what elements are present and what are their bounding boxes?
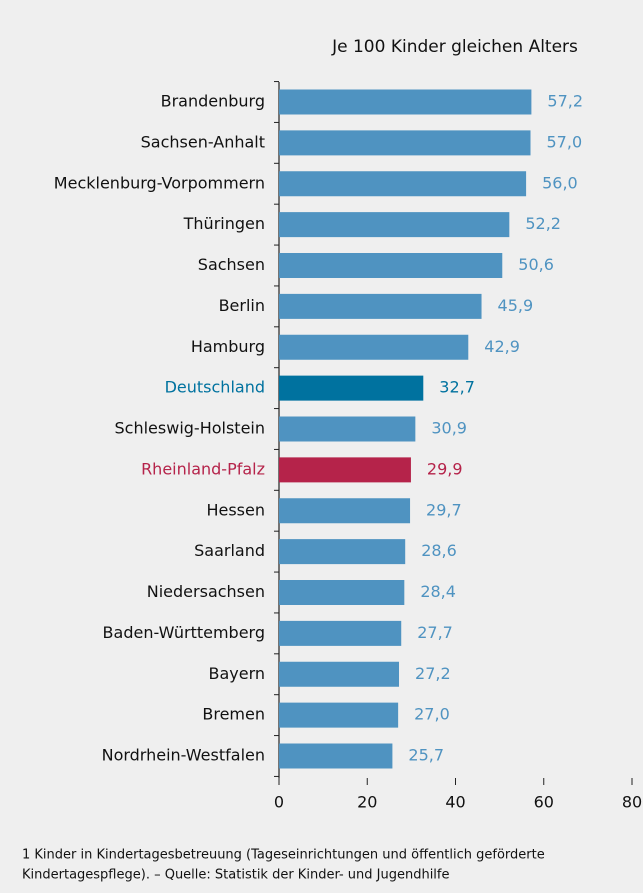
footnote: 1 Kinder in Kindertagesbetreuung (Tagese… — [22, 848, 545, 863]
value-label: 25,7 — [408, 746, 444, 765]
value-label: 57,2 — [547, 92, 583, 111]
bar — [279, 171, 527, 197]
value-label: 32,7 — [439, 378, 475, 397]
y-tick-label: Nordrhein-Westfalen — [102, 746, 265, 765]
x-tick-label: 60 — [534, 793, 554, 812]
bar — [279, 498, 411, 524]
value-label: 29,7 — [426, 500, 462, 519]
value-label: 50,6 — [518, 255, 554, 274]
bar — [279, 89, 532, 115]
y-tick-label: Hessen — [206, 500, 265, 519]
bar — [279, 212, 510, 238]
bar — [279, 743, 393, 769]
value-label: 45,9 — [498, 296, 534, 315]
y-tick-label: Sachsen-Anhalt — [141, 132, 265, 151]
value-label: 29,9 — [427, 459, 463, 478]
value-label: 27,0 — [414, 705, 450, 724]
x-tick-label: 80 — [622, 793, 642, 812]
y-tick-label: Hamburg — [191, 337, 265, 356]
value-label: 57,0 — [547, 132, 583, 151]
bar — [279, 253, 503, 278]
y-tick-label: Berlin — [219, 296, 265, 315]
y-tick-label: Bremen — [202, 705, 265, 724]
y-tick-label: Baden-Württemberg — [103, 623, 265, 642]
value-label: 56,0 — [542, 173, 578, 192]
value-label: 27,7 — [417, 623, 453, 642]
y-tick-label: Schleswig-Holstein — [115, 419, 265, 438]
value-label: 52,2 — [525, 214, 561, 233]
bar — [279, 539, 406, 565]
footnote: Kindertagespflege). – Quelle: Statistik … — [22, 868, 450, 883]
y-tick-label: Bayern — [208, 664, 265, 683]
y-tick-label: Thüringen — [183, 214, 265, 233]
y-tick-label: Brandenburg — [161, 92, 265, 111]
y-tick-label: Sachsen — [198, 255, 265, 274]
bar — [279, 702, 399, 728]
y-tick-label: Saarland — [194, 541, 265, 560]
value-label: 27,2 — [415, 664, 451, 683]
value-label: 28,4 — [420, 582, 456, 601]
bar — [279, 580, 405, 605]
bar — [279, 620, 402, 646]
value-label: 30,9 — [431, 419, 467, 438]
x-tick-label: 20 — [357, 793, 377, 812]
y-tick-label: Mecklenburg-Vorpommern — [54, 173, 265, 192]
y-tick-label: Deutschland — [165, 378, 265, 397]
bar — [279, 375, 424, 401]
bar — [279, 293, 482, 319]
axis-title: Je 100 Kinder gleichen Alters — [331, 37, 578, 57]
bar — [279, 457, 411, 483]
value-label: 28,6 — [421, 541, 457, 560]
bar — [279, 334, 469, 360]
bar — [279, 416, 416, 442]
x-tick-label: 0 — [274, 793, 284, 812]
x-tick-label: 40 — [445, 793, 465, 812]
bar — [279, 661, 400, 687]
y-tick-label: Rheinland-Pfalz — [141, 459, 265, 478]
y-tick-label: Niedersachsen — [147, 582, 265, 601]
value-label: 42,9 — [484, 337, 520, 356]
bar — [279, 130, 531, 156]
